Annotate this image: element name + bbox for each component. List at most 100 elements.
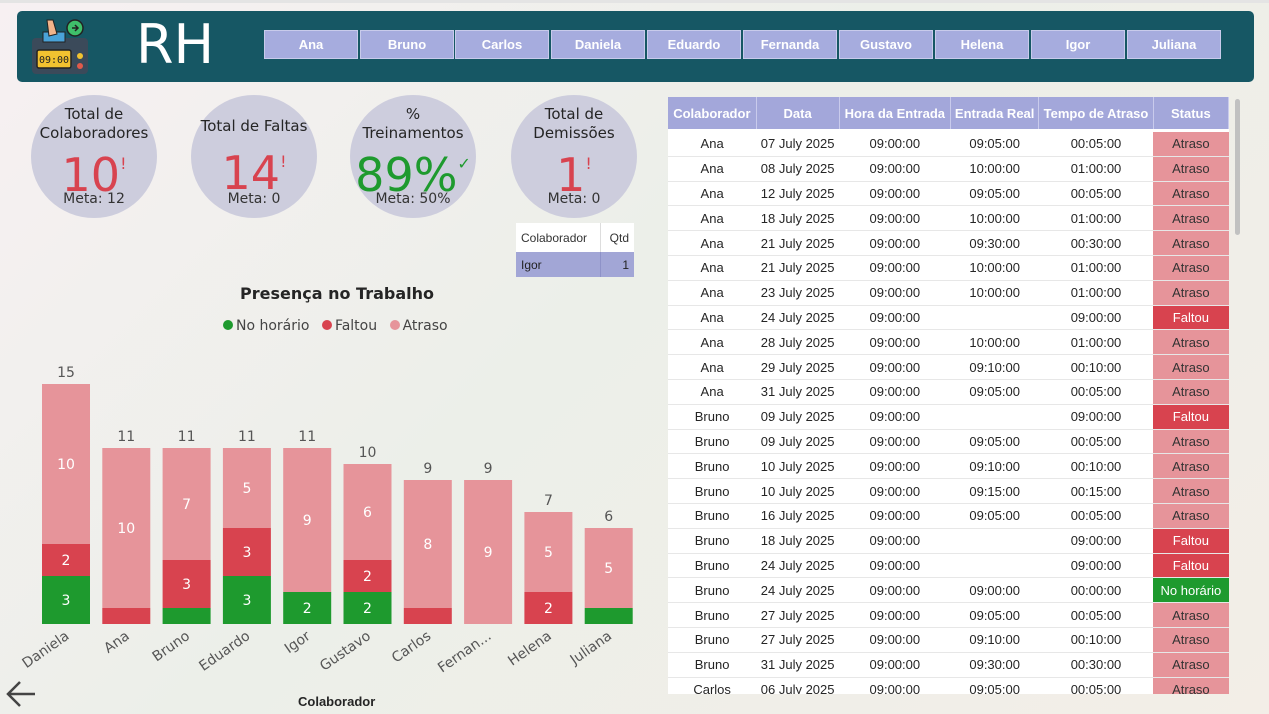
table-cell: Bruno bbox=[668, 577, 757, 604]
table-cell: Bruno bbox=[668, 627, 757, 653]
table-row[interactable]: Bruno 27 July 2025 09:00:00 09:10:00 00:10:0… bbox=[668, 627, 1229, 653]
table-row[interactable]: Bruno 31 July 2025 09:00:00 09:30:00 00:30:0… bbox=[668, 652, 1229, 678]
column-header-3[interactable]: Entrada Real bbox=[950, 97, 1040, 129]
column-header-2[interactable]: Hora da Entrada bbox=[839, 97, 952, 129]
bar-segment-faltou[interactable] bbox=[403, 608, 452, 624]
bar-segment-atraso[interactable] bbox=[524, 512, 573, 592]
bar-segment-faltou[interactable] bbox=[524, 592, 573, 624]
table-row[interactable]: Bruno 24 July 2025 09:00:00 09:00:00 Faltou bbox=[668, 553, 1229, 579]
bar-segment-faltou[interactable] bbox=[222, 528, 271, 576]
table-cell: Bruno bbox=[668, 478, 757, 504]
bar-segment-no-hor-rio[interactable] bbox=[584, 608, 633, 624]
table-row[interactable]: Ana 28 July 2025 09:00:00 10:00:00 01:00:00 A… bbox=[668, 329, 1229, 356]
column-header-5[interactable]: Status bbox=[1153, 97, 1229, 129]
bar-segment-no-hor-rio[interactable] bbox=[42, 576, 90, 624]
legend-item-faltou[interactable]: Faltou bbox=[321, 318, 377, 334]
kpi-title-line: % bbox=[405, 105, 421, 123]
legend-item-atraso[interactable]: Atraso bbox=[389, 318, 448, 334]
table-cell: 09:00:00 bbox=[839, 577, 951, 604]
table-cell: 00:05:00 bbox=[1038, 602, 1154, 628]
table-row[interactable]: Bruno 10 July 2025 09:00:00 09:15:00 00:15:0… bbox=[668, 478, 1229, 504]
attendance-table-container[interactable]: Colaborador Data Hora da Entrada Entrada Re… bbox=[668, 97, 1229, 694]
table-cell: 09:05:00 bbox=[950, 132, 1039, 157]
bar-data-label: 3 bbox=[62, 593, 71, 609]
bar-segment-no-hor-rio[interactable] bbox=[283, 592, 332, 624]
table-row[interactable]: Ana 31 July 2025 09:00:00 09:05:00 00:05:00 A… bbox=[668, 379, 1229, 405]
bar-segment-atraso[interactable] bbox=[403, 480, 452, 608]
bar-segment-no-hor-rio[interactable] bbox=[222, 576, 271, 624]
table-row[interactable]: Bruno 09 July 2025 09:00:00 09:00:00 Faltou bbox=[668, 404, 1229, 430]
table-row[interactable]: Ana 08 July 2025 09:00:00 10:00:00 01:00:00 A… bbox=[668, 156, 1229, 182]
filter-button-daniela[interactable]: Daniela bbox=[551, 30, 645, 59]
mini-table-row[interactable]: Igor 1 bbox=[516, 252, 634, 277]
table-row[interactable]: Carlos 06 July 2025 09:00:00 09:05:00 00:05:… bbox=[668, 677, 1229, 694]
table-scrollbar[interactable] bbox=[1235, 99, 1240, 235]
table-row[interactable]: Ana 21 July 2025 09:00:00 09:30:00 00:30:00 A… bbox=[668, 230, 1229, 256]
table-row[interactable]: Bruno 09 July 2025 09:00:00 09:05:00 00:05:0… bbox=[668, 429, 1229, 455]
back-arrow-icon[interactable] bbox=[5, 678, 37, 710]
kpi-value: 1! bbox=[511, 139, 637, 200]
filter-button-bruno[interactable]: Bruno bbox=[360, 30, 454, 59]
bar-segment-faltou[interactable] bbox=[102, 608, 151, 624]
table-row[interactable]: Ana 18 July 2025 09:00:00 10:00:00 01:00:00 A… bbox=[668, 205, 1229, 232]
kpi-value: 89%✓ bbox=[350, 139, 476, 200]
bar-segment-atraso[interactable] bbox=[102, 448, 151, 608]
bar-segment-faltou[interactable] bbox=[343, 560, 392, 592]
table-row[interactable]: Ana 24 July 2025 09:00:00 09:00:00 Faltou bbox=[668, 305, 1229, 331]
bar-data-label: 3 bbox=[242, 545, 251, 561]
table-row[interactable]: Bruno 16 July 2025 09:00:00 09:05:00 00:05:0… bbox=[668, 503, 1229, 529]
table-row[interactable]: Bruno 27 July 2025 09:00:00 09:05:00 00:05:0… bbox=[668, 602, 1229, 628]
filter-button-eduardo[interactable]: Eduardo bbox=[647, 30, 741, 59]
bar-segment-no-hor-rio[interactable] bbox=[343, 592, 392, 624]
kpi-title-line: Colaboradores bbox=[39, 124, 149, 142]
filter-button-ana[interactable]: Ana bbox=[264, 30, 358, 59]
column-header-4[interactable]: Tempo de Atraso bbox=[1038, 97, 1154, 129]
top-border bbox=[0, 0, 1269, 3]
table-cell: 31 July 2025 bbox=[756, 652, 840, 678]
table-row[interactable]: Ana 07 July 2025 09:00:00 09:05:00 00:05:00 A… bbox=[668, 132, 1229, 157]
bar-segment-atraso[interactable] bbox=[222, 448, 271, 528]
status-cell: Atraso bbox=[1153, 329, 1229, 356]
filter-button-helena[interactable]: Helena bbox=[935, 30, 1029, 59]
bar-total-label: 11 bbox=[178, 429, 196, 445]
table-row[interactable]: Ana 12 July 2025 09:00:00 09:05:00 00:05:00 A… bbox=[668, 181, 1229, 207]
bar-segment-atraso[interactable] bbox=[162, 448, 211, 560]
kpi-value-text: 14 bbox=[221, 146, 281, 200]
status-cell: Atraso bbox=[1153, 181, 1229, 207]
bar-segment-faltou[interactable] bbox=[162, 560, 211, 608]
bar-segment-atraso[interactable] bbox=[42, 384, 90, 544]
table-cell: 09:00:00 bbox=[839, 404, 951, 430]
filter-button-juliana[interactable]: Juliana bbox=[1127, 30, 1221, 59]
bar-segment-atraso[interactable] bbox=[283, 448, 332, 592]
filter-button-gustavo[interactable]: Gustavo bbox=[839, 30, 933, 59]
table-row[interactable]: Bruno 10 July 2025 09:00:00 09:10:00 00:10:0… bbox=[668, 453, 1229, 480]
status-cell: Atraso bbox=[1153, 205, 1229, 232]
x-tick-label: Igor bbox=[282, 628, 314, 657]
table-row[interactable]: Ana 21 July 2025 09:00:00 10:00:00 01:00:00 A… bbox=[668, 255, 1229, 281]
table-cell: 23 July 2025 bbox=[756, 280, 840, 306]
table-row[interactable]: Bruno 24 July 2025 09:00:00 09:00:00 00:00:0… bbox=[668, 577, 1229, 604]
bar-segment-atraso[interactable] bbox=[584, 528, 633, 608]
table-row[interactable]: Ana 29 July 2025 09:00:00 09:10:00 00:10:00 A… bbox=[668, 354, 1229, 380]
bar-total-label: 7 bbox=[544, 493, 553, 509]
filter-button-fernanda[interactable]: Fernanda bbox=[743, 30, 837, 59]
bar-segment-no-hor-rio[interactable] bbox=[162, 608, 211, 624]
table-cell: 09:00:00 bbox=[839, 156, 951, 182]
table-cell: 31 July 2025 bbox=[756, 379, 840, 405]
bar-segment-faltou[interactable] bbox=[42, 544, 90, 576]
bar-data-label: 2 bbox=[363, 601, 372, 617]
bar-segment-atraso[interactable] bbox=[343, 464, 392, 560]
table-row[interactable]: Bruno 18 July 2025 09:00:00 09:00:00 Faltou bbox=[668, 528, 1229, 554]
table-cell: 10:00:00 bbox=[950, 205, 1039, 232]
bar-segment-atraso[interactable] bbox=[464, 480, 513, 624]
column-header-1[interactable]: Data bbox=[756, 97, 840, 129]
legend-item-no-horario[interactable]: No horário bbox=[223, 318, 309, 334]
table-cell: 09:00:00 bbox=[839, 132, 951, 157]
column-header-0[interactable]: Colaborador bbox=[668, 97, 757, 129]
filter-button-carlos[interactable]: Carlos bbox=[455, 30, 549, 59]
table-cell: 08 July 2025 bbox=[756, 156, 840, 182]
table-row[interactable]: Ana 23 July 2025 09:00:00 10:00:00 01:00:00 A… bbox=[668, 280, 1229, 306]
filter-button-igor[interactable]: Igor bbox=[1031, 30, 1125, 59]
kpi-value: 10! bbox=[31, 139, 157, 200]
mini-cell-name: Igor bbox=[516, 252, 601, 277]
